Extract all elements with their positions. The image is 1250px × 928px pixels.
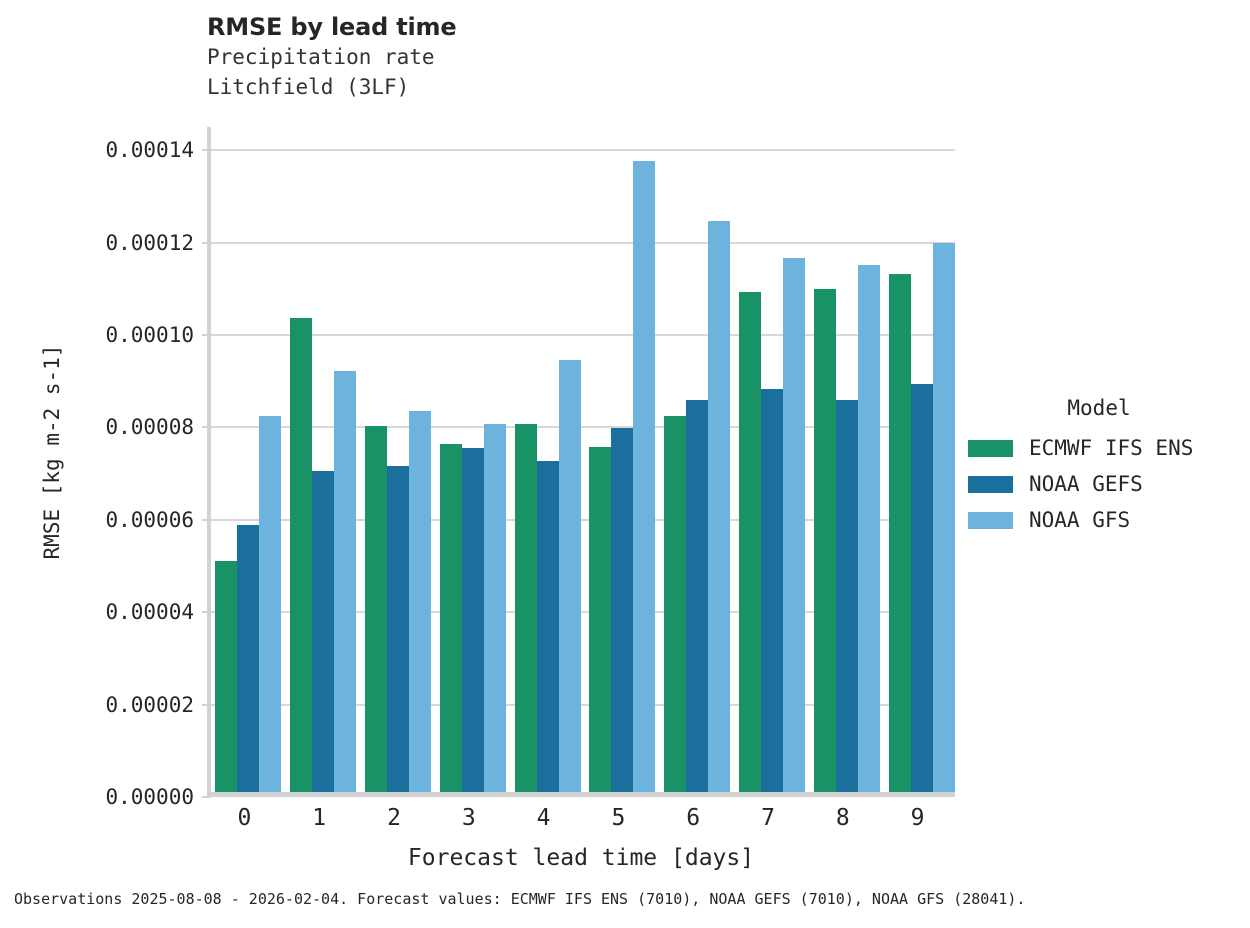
x-axis-tick-label: 1 bbox=[312, 805, 327, 831]
y-axis-tick bbox=[202, 611, 211, 614]
gridline bbox=[211, 796, 955, 798]
bar[interactable] bbox=[633, 160, 656, 792]
page-title: RMSE by lead time bbox=[207, 13, 457, 41]
legend-swatch-icon bbox=[968, 439, 1013, 457]
bar[interactable] bbox=[664, 416, 687, 792]
y-axis-tick-label: 0.00004 bbox=[105, 600, 194, 625]
bar[interactable] bbox=[857, 265, 880, 792]
x-axis-tick-label: 3 bbox=[461, 805, 476, 831]
y-axis-tick bbox=[202, 796, 211, 798]
bar[interactable] bbox=[686, 399, 709, 792]
y-axis-tick-label: 0.00008 bbox=[105, 415, 194, 440]
y-axis-tick-labels: 0.00000 0.00002 0.00004 0.00006 0.00008 0.000… bbox=[62, 127, 194, 808]
bar[interactable] bbox=[783, 257, 805, 792]
bar[interactable] bbox=[365, 425, 387, 792]
x-axis-tick-label: 2 bbox=[387, 805, 401, 831]
bar[interactable] bbox=[888, 274, 911, 792]
bar[interactable] bbox=[461, 448, 484, 792]
legend-item-label: NOAA GFS bbox=[1029, 507, 1131, 532]
bar[interactable] bbox=[910, 383, 933, 792]
bar[interactable] bbox=[589, 447, 612, 792]
y-axis-title: RMSE [kg m-2 s-1] bbox=[40, 344, 64, 560]
y-axis-tick-label: 0.00000 bbox=[105, 785, 194, 809]
y-axis-tick bbox=[202, 241, 211, 244]
legend-item-label: ECMWF IFS ENS bbox=[1029, 435, 1194, 460]
bar[interactable] bbox=[237, 524, 260, 792]
y-axis-tick-label: 0.00002 bbox=[105, 692, 194, 717]
bar[interactable] bbox=[835, 399, 858, 792]
x-axis-tick-label: 4 bbox=[536, 805, 551, 831]
bar[interactable] bbox=[813, 288, 836, 792]
bar[interactable] bbox=[536, 461, 559, 792]
bar[interactable] bbox=[558, 360, 581, 792]
gridline bbox=[211, 518, 955, 521]
y-axis-tick bbox=[202, 703, 211, 706]
x-axis-tick-label: 5 bbox=[611, 805, 626, 831]
gridline bbox=[211, 333, 955, 336]
x-axis-title: Forecast lead time [days] bbox=[407, 845, 755, 871]
x-axis-tick-labels: 0 1 2 3 4 5 6 7 8 9 bbox=[207, 805, 955, 839]
y-axis-tick bbox=[202, 518, 211, 521]
legend: Model ECMWF IFS ENS NOAA GEFS NOAA GFS bbox=[968, 396, 1250, 538]
legend-item[interactable]: NOAA GEFS bbox=[968, 466, 1250, 502]
y-axis-tick bbox=[202, 333, 211, 336]
gridlines bbox=[202, 127, 955, 798]
bar[interactable] bbox=[290, 317, 313, 792]
gridline bbox=[211, 149, 955, 152]
bar[interactable] bbox=[739, 291, 761, 792]
bar[interactable] bbox=[439, 444, 462, 792]
legend-swatch-icon bbox=[968, 475, 1013, 493]
legend-title: Model bbox=[1067, 396, 1131, 420]
bar[interactable] bbox=[514, 424, 537, 792]
x-axis-tick-label: 9 bbox=[910, 805, 925, 831]
y-axis-tick-label: 0.00010 bbox=[105, 322, 194, 347]
legend-item[interactable]: ECMWF IFS ENS bbox=[968, 430, 1250, 466]
x-axis-tick-label: 8 bbox=[835, 805, 850, 831]
legend-entries: ECMWF IFS ENS NOAA GEFS NOAA GFS bbox=[968, 430, 1250, 538]
legend-item-label: NOAA GEFS bbox=[1029, 471, 1143, 496]
gridline bbox=[211, 611, 955, 614]
y-axis-tick-label: 0.00014 bbox=[105, 138, 194, 163]
bar[interactable] bbox=[932, 242, 955, 792]
chart-subtitle-variable: Precipitation rate bbox=[207, 45, 435, 69]
gridline bbox=[211, 426, 955, 429]
bar[interactable] bbox=[483, 424, 506, 792]
bar[interactable] bbox=[611, 427, 634, 792]
y-axis-tick bbox=[202, 426, 211, 429]
gridline bbox=[211, 241, 955, 244]
bar[interactable] bbox=[761, 388, 783, 792]
chart-subtitle-station: Litchfield (3LF) bbox=[207, 75, 410, 99]
bar[interactable] bbox=[312, 471, 335, 792]
x-axis-tick-label: 0 bbox=[237, 805, 252, 831]
title-block: RMSE by lead time Precipitation rate Lit… bbox=[207, 12, 907, 102]
bar[interactable] bbox=[387, 466, 409, 792]
bar[interactable] bbox=[409, 410, 431, 792]
y-axis-tick-label: 0.00006 bbox=[105, 507, 194, 532]
y-axis-tick bbox=[202, 149, 211, 152]
plot-area bbox=[202, 127, 955, 798]
x-axis-tick-label: 7 bbox=[761, 805, 775, 831]
bar[interactable] bbox=[215, 560, 238, 792]
footnote: Observations 2025-08-08 - 2026-02-04. Fo… bbox=[14, 890, 1026, 908]
gridline bbox=[211, 703, 955, 706]
bar[interactable] bbox=[708, 221, 731, 792]
bar[interactable] bbox=[259, 415, 282, 792]
bar[interactable] bbox=[334, 371, 357, 792]
y-axis-tick-label: 0.00012 bbox=[105, 230, 194, 255]
x-axis-tick-label: 6 bbox=[686, 805, 701, 831]
bars-layer bbox=[211, 127, 955, 792]
legend-item[interactable]: NOAA GFS bbox=[968, 502, 1250, 538]
legend-swatch-icon bbox=[968, 511, 1013, 529]
